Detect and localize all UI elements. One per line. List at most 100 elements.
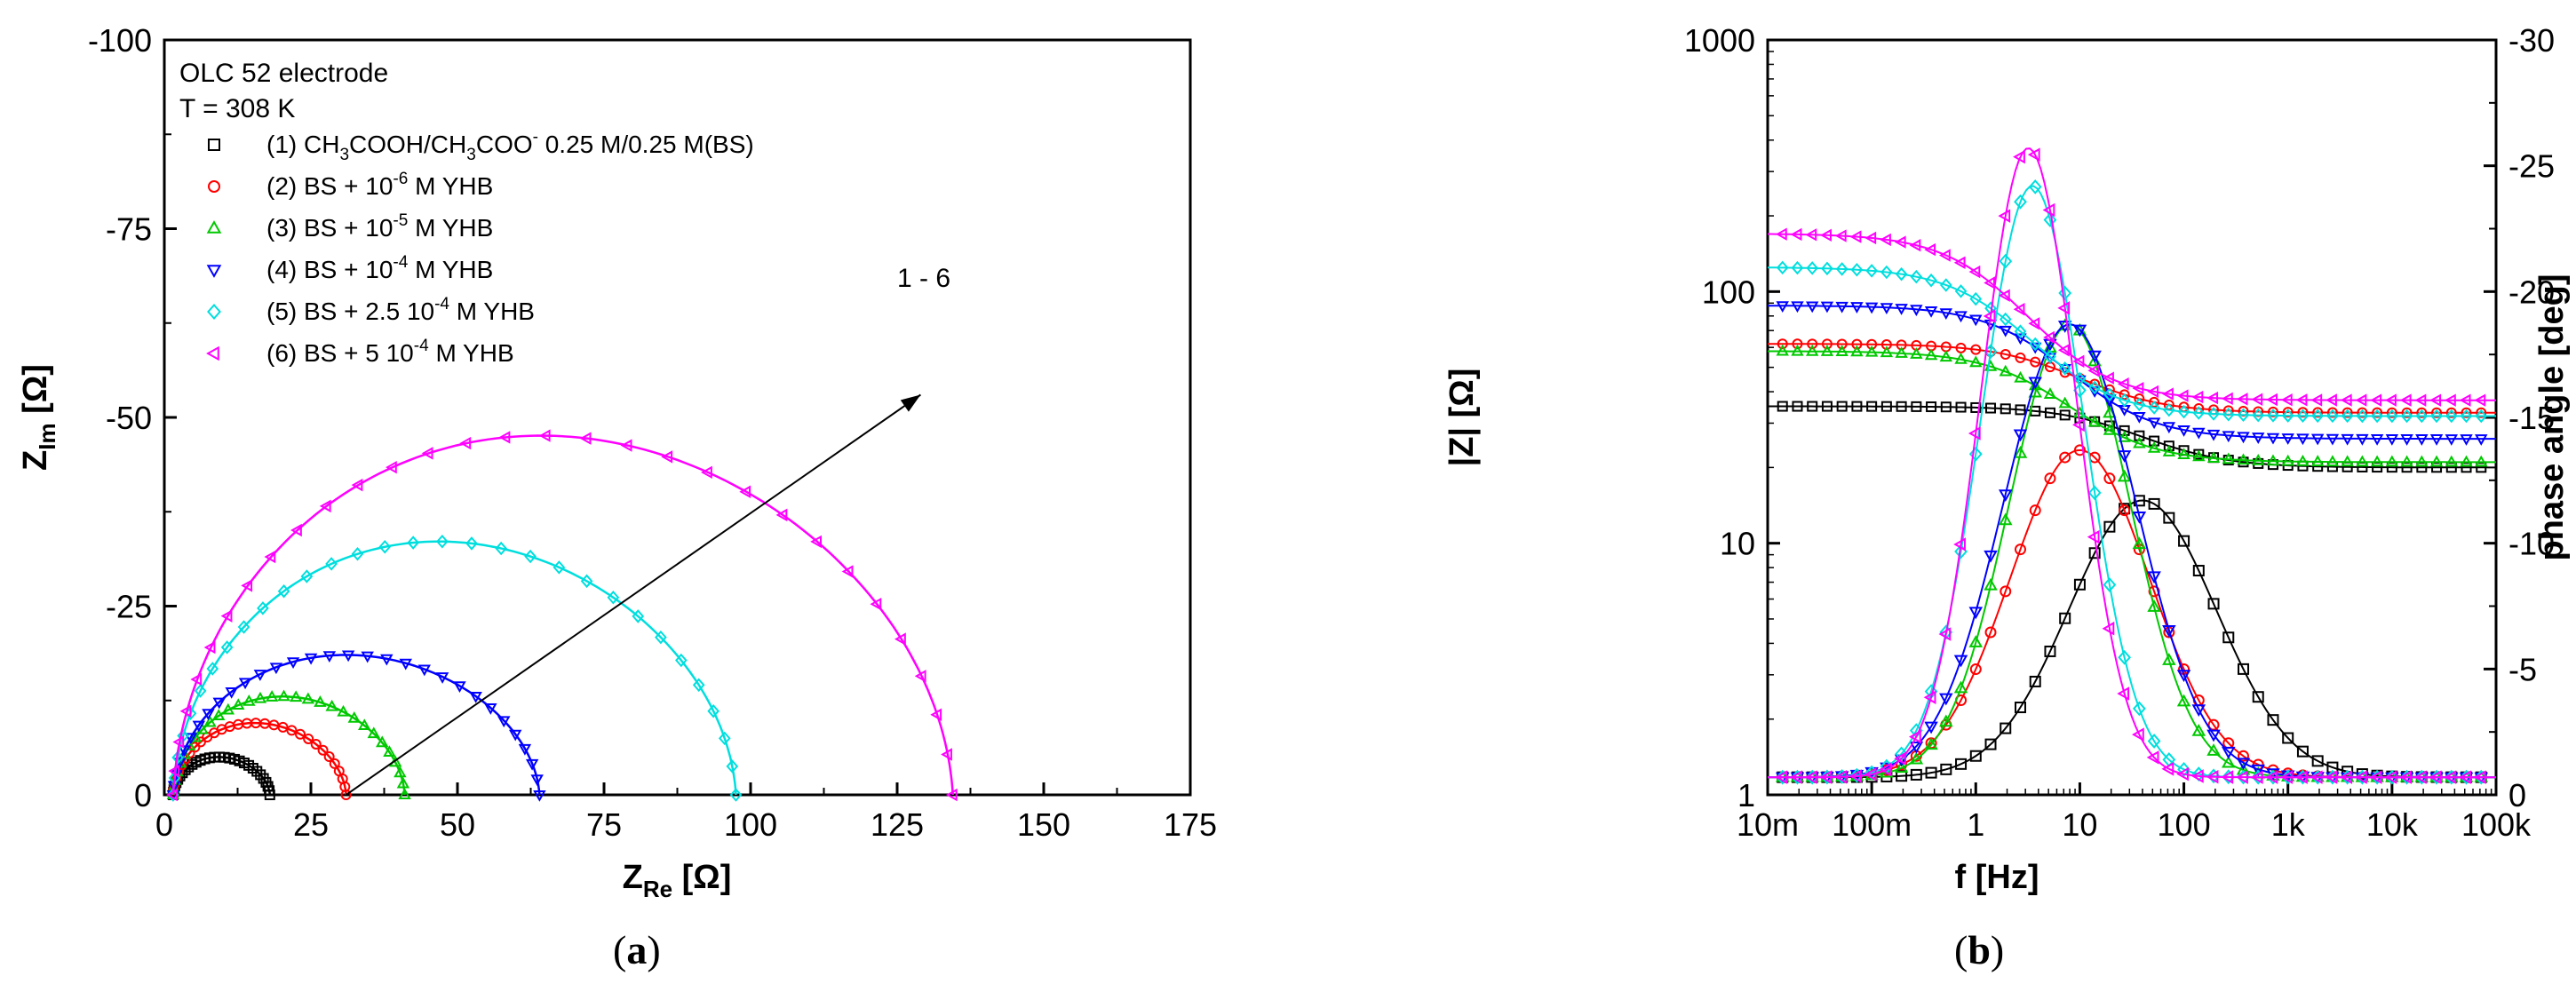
modulus-data-point	[2237, 432, 2250, 444]
y-tick-label: -100	[88, 22, 152, 59]
modulus-data-point	[1807, 338, 1818, 350]
modulus-data-point	[2460, 434, 2473, 446]
modulus-data-point	[2430, 409, 2443, 424]
modulus-data-point	[2147, 385, 2159, 399]
modulus-data-point	[1865, 264, 1878, 278]
nyquist-data-point	[221, 702, 235, 715]
modulus-data-point	[2133, 436, 2146, 448]
modulus-data-point	[2312, 407, 2324, 418]
bode-plot-frame	[1766, 38, 2498, 797]
modulus-data-point	[2222, 431, 2235, 443]
modulus-data-point	[2355, 393, 2367, 407]
modulus-data-point	[1834, 229, 1847, 242]
modulus-data-point	[2103, 423, 2117, 435]
nyquist-data-point	[301, 692, 315, 704]
modulus-data-point	[1835, 301, 1849, 313]
phase-curve-3	[1768, 323, 2496, 779]
y2-tick-label: 0	[2508, 777, 2526, 813]
modulus-data-point	[1909, 238, 1921, 252]
nyquist-data-point	[347, 710, 361, 723]
nyquist-data-point	[580, 574, 593, 589]
legend-label-part: -4	[414, 337, 429, 355]
phase-data-point	[2014, 702, 2026, 714]
nyquist-data-point	[497, 716, 511, 728]
nyquist-data-point	[632, 609, 645, 623]
phase-data-point	[2459, 770, 2471, 784]
nyquist-data-point	[407, 536, 420, 550]
phase-data-point	[1804, 770, 1817, 784]
phase-data-point	[1984, 626, 1997, 639]
phase-data-point	[2103, 405, 2117, 418]
modulus-data-point	[2357, 407, 2368, 418]
nyquist-data-point	[675, 653, 688, 668]
legend-label-part: 0.25 M/0.25 M(BS)	[538, 131, 754, 158]
modulus-data-point	[1895, 266, 1908, 282]
nyquist-data-point	[718, 731, 731, 746]
modulus-data-point	[1866, 401, 1878, 412]
nyquist-data-point	[257, 601, 269, 615]
legend-label-part: (4) BS + 10	[266, 256, 393, 283]
nyquist-data-point	[277, 721, 289, 733]
modulus-data-point	[2251, 393, 2263, 406]
phase-curve-5	[1768, 185, 2496, 779]
nyquist-data-point	[264, 550, 276, 564]
modulus-data-point	[2000, 348, 2011, 360]
phase-data-point	[2147, 599, 2161, 612]
nyquist-data-point	[941, 748, 952, 761]
trend-arrow	[346, 393, 921, 796]
phase-data-point	[2206, 743, 2221, 756]
nyquist-series-3	[166, 689, 411, 799]
bode-series-6	[1768, 147, 2496, 784]
modulus-data-point	[1954, 311, 1968, 323]
nyquist-data-point	[289, 690, 303, 702]
x-tick-label: 10	[2062, 806, 2097, 843]
nyquist-data-point	[202, 709, 215, 721]
phase-data-point	[2028, 179, 2042, 194]
modulus-data-point	[2057, 344, 2070, 357]
legend-label-part: COOH/CH	[349, 131, 466, 158]
modulus-data-point	[2341, 409, 2354, 424]
nyquist-data-point	[530, 774, 544, 787]
phase-data-point	[1984, 577, 1998, 591]
nyquist-data-point	[277, 689, 290, 702]
bode-series-3	[1768, 318, 2496, 782]
phase-data-point	[2013, 445, 2028, 458]
modulus-data-point	[2192, 406, 2206, 420]
nyquist-data-point	[930, 708, 942, 721]
modulus-data-point	[2163, 402, 2175, 417]
modulus-data-point	[2385, 434, 2399, 446]
phase-data-point	[2265, 770, 2278, 784]
phase-data-point	[1790, 770, 1802, 784]
modulus-data-point	[1791, 344, 1804, 356]
nyquist-data-point	[775, 508, 788, 522]
modulus-data-point	[2385, 455, 2399, 467]
modulus-data-point	[2118, 393, 2131, 408]
modulus-data-point	[1970, 344, 1982, 355]
modulus-data-point	[2192, 427, 2206, 440]
modulus-data-point	[2280, 393, 2293, 407]
phase-data-point	[2117, 450, 2132, 463]
legend-label-part: M YHB	[429, 339, 514, 367]
phase-data-point	[2176, 766, 2189, 782]
modulus-data-point	[2044, 407, 2055, 418]
modulus-data-point	[2400, 434, 2413, 446]
modulus-data-point	[1864, 345, 1879, 357]
nyquist-data-point	[192, 720, 206, 733]
phase-data-point	[2103, 577, 2117, 592]
modulus-data-point	[2206, 451, 2221, 464]
nyquist-data-point	[300, 569, 314, 583]
modulus-data-point	[2236, 393, 2248, 406]
phase-data-point	[2429, 770, 2442, 784]
phase-data-point	[2146, 750, 2159, 765]
legend-label-part: (1) CH	[266, 131, 339, 158]
nyquist-data-point	[701, 465, 712, 480]
modulus-data-point	[1925, 273, 1937, 288]
modulus-data-point	[2415, 455, 2429, 467]
phase-data-point	[2059, 451, 2071, 464]
modulus-data-point	[1969, 291, 1983, 306]
modulus-data-point	[2192, 449, 2206, 462]
bode-y-axis-label: |Z| [Ω]	[1443, 369, 1481, 467]
nyquist-series	[166, 429, 958, 802]
nyquist-data-point	[264, 790, 275, 800]
